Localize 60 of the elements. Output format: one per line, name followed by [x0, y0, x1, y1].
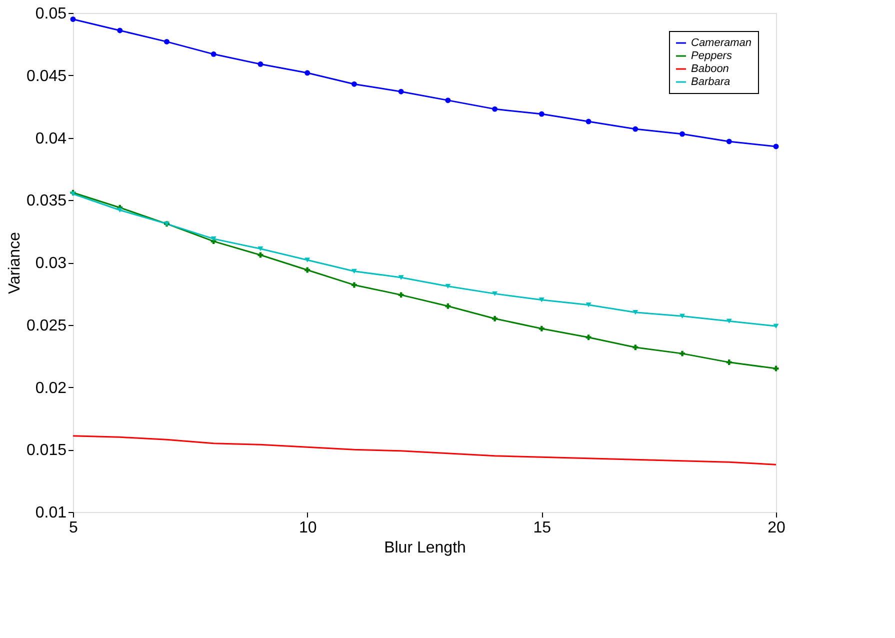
point	[680, 350, 686, 356]
point	[398, 275, 404, 280]
point	[304, 258, 310, 262]
legend-label: Cameraman	[691, 37, 752, 49]
point	[726, 318, 732, 324]
point	[70, 16, 76, 22]
point	[538, 298, 544, 302]
point	[398, 88, 404, 94]
point	[398, 292, 404, 298]
x-tick-label: 20	[768, 520, 786, 536]
y-tick-label: 0.035	[26, 192, 67, 210]
x-tick-label: 10	[298, 520, 317, 536]
point	[304, 267, 310, 273]
y-tick-label: 0.03	[35, 255, 67, 272]
point	[632, 126, 638, 132]
point	[538, 326, 544, 332]
point	[726, 138, 732, 144]
point	[258, 252, 264, 258]
point	[680, 131, 686, 137]
point	[492, 316, 498, 322]
y-axis-title: Variance	[6, 232, 24, 294]
y-tick-label: 0.025	[26, 317, 67, 334]
point	[117, 208, 123, 212]
point	[586, 302, 592, 308]
point	[680, 314, 686, 319]
point	[210, 51, 216, 57]
y-tick-label: 0.045	[26, 68, 67, 85]
point	[586, 118, 592, 124]
y-tick-label: 0.05	[35, 6, 67, 22]
point	[164, 38, 170, 44]
point	[726, 360, 732, 366]
point	[538, 111, 544, 117]
y-tick-label: 0.015	[26, 442, 67, 460]
point	[492, 291, 498, 296]
legend-label: Baboon	[691, 63, 729, 75]
line-series	[72, 435, 777, 466]
y-tick-label: 0.02	[35, 380, 67, 397]
point	[117, 28, 123, 34]
x-axis-title: Blur Length	[384, 540, 466, 556]
point	[632, 310, 638, 315]
point	[586, 334, 592, 340]
point	[210, 236, 216, 242]
point	[258, 246, 264, 252]
point	[351, 268, 357, 274]
point	[492, 106, 498, 112]
legend-label: Barbara	[691, 76, 730, 88]
point	[351, 282, 357, 288]
point	[351, 81, 357, 87]
legend-label: Peppers	[691, 50, 732, 62]
point	[445, 303, 451, 309]
x-tick-label: 15	[533, 520, 552, 536]
point	[304, 70, 310, 76]
point	[445, 98, 451, 104]
point	[632, 344, 638, 350]
y-tick-label: 0.04	[35, 130, 67, 148]
point	[258, 61, 264, 67]
point	[773, 144, 779, 150]
y-tick-label: 0.01	[35, 504, 67, 522]
point	[445, 284, 451, 289]
x-tick-label: 5	[69, 520, 78, 536]
